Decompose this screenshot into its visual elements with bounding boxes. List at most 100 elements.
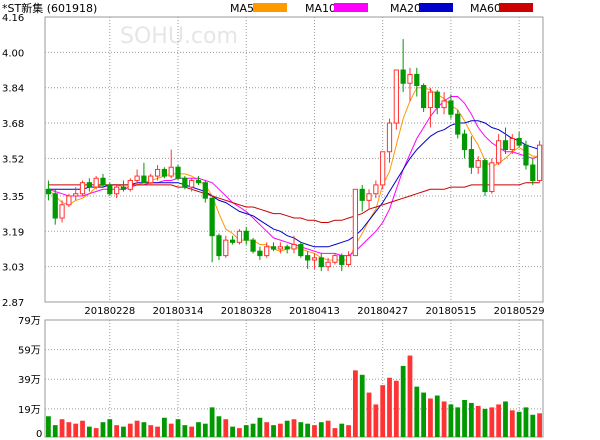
candle-body	[380, 151, 386, 186]
candle-body	[400, 69, 406, 84]
volume-bar	[86, 426, 92, 437]
candle-body	[352, 188, 359, 257]
candle-body	[195, 179, 202, 184]
candle-body	[236, 230, 243, 243]
candles	[45, 39, 543, 272]
legend-swatch-ma20	[419, 3, 453, 12]
volume-bar	[475, 405, 481, 437]
volume-bar	[366, 392, 372, 437]
volume-bar	[141, 422, 147, 437]
candle-body	[216, 235, 222, 257]
candle-body	[189, 179, 195, 188]
volume-bar	[325, 420, 331, 437]
volume-bars	[46, 355, 542, 437]
legend-swatch-ma60	[499, 3, 533, 12]
volume-bar	[230, 426, 235, 437]
candle-body	[421, 84, 427, 109]
volume-bar	[496, 404, 502, 437]
legend-label-ma20: MA20	[390, 2, 421, 15]
volume-bar	[284, 420, 290, 437]
candle-body	[373, 184, 379, 195]
grid	[44, 16, 544, 438]
volume-bar	[421, 392, 427, 437]
ma-line-ma5	[48, 87, 540, 261]
volume-bar	[393, 380, 399, 437]
price-panel-frame	[44, 16, 544, 303]
volume-bar	[291, 419, 297, 437]
volume-bar	[516, 411, 522, 437]
candle-body	[93, 177, 99, 188]
candle-body	[134, 175, 140, 181]
volume-bar	[359, 374, 365, 437]
volume-bar	[148, 425, 154, 437]
candle-body	[496, 140, 502, 164]
volume-bar	[189, 426, 195, 437]
candle-body	[536, 144, 543, 181]
volume-bar	[93, 428, 99, 437]
volume-bar	[414, 386, 420, 437]
volume-bar	[373, 404, 379, 437]
candle-body	[345, 255, 352, 265]
volume-bar	[196, 422, 201, 437]
volume-bar	[100, 422, 106, 437]
candle-body	[100, 177, 106, 186]
price-tick-label: 3.03	[2, 263, 24, 274]
candle-body	[257, 250, 263, 257]
candle-body	[311, 257, 318, 261]
volume-bar	[216, 416, 222, 437]
candle-body	[298, 244, 304, 257]
volume-bar	[387, 377, 392, 437]
volume-bar	[107, 419, 113, 437]
volume-bar	[271, 425, 276, 437]
candle-body	[107, 184, 113, 195]
volume-bar	[59, 419, 65, 437]
volume-bar	[462, 399, 467, 437]
volume-bar	[346, 425, 351, 437]
candle-body	[523, 144, 529, 166]
candle-body	[202, 182, 208, 199]
volume-bar	[114, 425, 120, 437]
volume-bar	[243, 425, 249, 437]
candle-body	[359, 188, 365, 201]
candle-body	[79, 182, 86, 195]
volume-bar	[298, 422, 304, 437]
volume-bar	[168, 423, 174, 437]
price-tick-label: 3.84	[2, 84, 24, 95]
candle-body	[516, 138, 522, 146]
candle-body	[209, 197, 215, 237]
candle-body	[482, 160, 488, 193]
candle-body	[509, 138, 515, 151]
volume-bar	[318, 422, 324, 437]
candle-body	[339, 255, 345, 265]
candle-body	[434, 91, 440, 109]
volume-bar	[257, 417, 263, 437]
date-axis: 20180228 20180314 20180328 20180413 20180427…	[84, 306, 544, 317]
volume-bar	[277, 423, 283, 437]
candle-body	[114, 186, 120, 195]
volume-bar	[250, 423, 256, 437]
candle-body	[73, 193, 79, 197]
candle-body	[332, 255, 338, 263]
candle-body	[407, 73, 413, 84]
volume-bar	[127, 423, 133, 437]
volume-bar	[448, 404, 454, 437]
volume-bar	[73, 423, 79, 437]
volume-bar	[339, 423, 345, 437]
volume-bar	[80, 420, 85, 437]
volume-bar	[264, 422, 270, 437]
volume-bar	[434, 395, 440, 437]
volume-bar	[209, 407, 215, 437]
candle-body	[243, 230, 249, 241]
candle-body	[291, 244, 297, 250]
candle-body	[270, 246, 277, 250]
candle-body	[502, 140, 509, 151]
price-tick-label: 3.19	[2, 227, 24, 238]
price-tick-label: 3.52	[2, 154, 24, 165]
volume-tick-label: 19万	[18, 405, 41, 416]
volume-bar	[353, 370, 358, 437]
volume-bar	[441, 401, 447, 437]
chart-title: *ST新集 (601918)	[2, 1, 97, 15]
candle-body	[277, 246, 283, 250]
